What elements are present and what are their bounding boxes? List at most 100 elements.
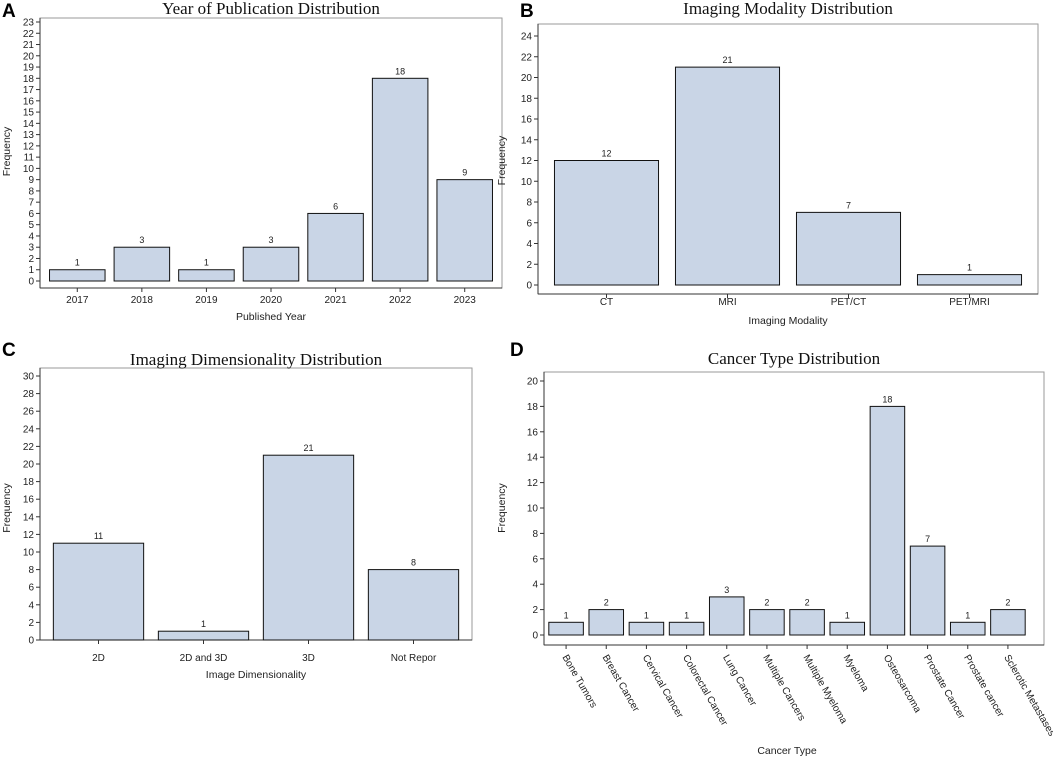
bar-5 bbox=[371, 77, 429, 282]
data-label: 1 bbox=[204, 258, 209, 268]
y-tick-label: 1 bbox=[28, 265, 34, 276]
bar-2 bbox=[795, 211, 902, 286]
y-tick-label: 16 bbox=[527, 427, 539, 438]
x-tick-label: Osteosarcoma bbox=[881, 653, 923, 715]
bar-1 bbox=[113, 246, 171, 282]
data-label: 3 bbox=[268, 235, 273, 245]
y-tick-label: 12 bbox=[521, 156, 533, 167]
y-tick-label: 0 bbox=[532, 631, 538, 642]
x-tick-label: PET/MRI bbox=[949, 297, 990, 308]
data-label: 1 bbox=[967, 263, 972, 273]
y-tick-label: 17 bbox=[23, 85, 35, 96]
y-tick-label: 28 bbox=[23, 389, 35, 400]
data-label: 1 bbox=[845, 610, 850, 620]
y-tick-label: 12 bbox=[23, 530, 35, 541]
x-tick-label: Bone Tumors bbox=[559, 653, 598, 710]
bar-1 bbox=[588, 609, 625, 636]
y-tick-label: 13 bbox=[23, 130, 35, 141]
chart-title: Imaging Modality Distribution bbox=[683, 0, 893, 18]
bar-7 bbox=[829, 621, 866, 636]
y-tick-label: 23 bbox=[23, 18, 35, 29]
data-label: 9 bbox=[462, 168, 467, 178]
bar-6 bbox=[436, 179, 493, 282]
x-tick-label: Multiple Cancers bbox=[760, 653, 807, 723]
y-tick-label: 5 bbox=[28, 220, 34, 231]
y-tick-label: 4 bbox=[28, 231, 34, 242]
data-label: 11 bbox=[94, 531, 103, 541]
y-tick-label: 15 bbox=[23, 108, 35, 119]
data-label: 1 bbox=[75, 258, 80, 268]
y-tick-label: 6 bbox=[526, 218, 532, 229]
y-tick-label: 2 bbox=[28, 618, 34, 629]
y-tick-label: 9 bbox=[28, 175, 34, 186]
chart-panel-d: D Cancer Type Distribution024681012141618… bbox=[496, 340, 1053, 757]
x-tick-label: 2023 bbox=[454, 295, 477, 306]
y-tick-label: 3 bbox=[28, 243, 34, 254]
x-tick-label: Lung Cancer bbox=[720, 653, 758, 709]
bar-4 bbox=[708, 596, 745, 636]
bar-11 bbox=[990, 609, 1026, 636]
data-label: 1 bbox=[684, 610, 689, 620]
y-tick-label: 12 bbox=[527, 478, 539, 489]
y-tick-label: 24 bbox=[23, 424, 35, 435]
y-tick-label: 16 bbox=[23, 96, 35, 107]
bar-2 bbox=[178, 269, 235, 282]
data-label: 1 bbox=[564, 610, 569, 620]
x-tick-label: 2017 bbox=[66, 295, 89, 306]
y-tick-label: 8 bbox=[28, 186, 34, 197]
y-tick-label: 10 bbox=[23, 548, 35, 559]
x-tick-label: Colorectal Cancer bbox=[680, 653, 730, 728]
data-label: 7 bbox=[846, 200, 851, 210]
data-label: 2 bbox=[805, 598, 810, 608]
x-tick-label: PET/CT bbox=[831, 297, 867, 308]
y-tick-label: 14 bbox=[521, 135, 533, 146]
x-tick-label: 2019 bbox=[195, 295, 218, 306]
y-tick-label: 6 bbox=[532, 554, 538, 565]
y-tick-label: 20 bbox=[521, 73, 533, 84]
y-tick-label: 8 bbox=[532, 529, 538, 540]
y-tick-label: 24 bbox=[521, 32, 533, 43]
panel-letter: A bbox=[2, 1, 16, 22]
y-tick-label: 22 bbox=[23, 442, 35, 453]
data-label: 8 bbox=[411, 558, 416, 568]
data-label: 21 bbox=[303, 443, 313, 453]
bar-6 bbox=[789, 609, 825, 636]
y-tick-label: 11 bbox=[24, 153, 35, 164]
x-tick-label: CT bbox=[600, 297, 613, 308]
data-label: 3 bbox=[724, 585, 729, 595]
bar-3 bbox=[367, 569, 460, 641]
y-tick-label: 10 bbox=[23, 164, 35, 175]
bar-0 bbox=[548, 621, 584, 636]
data-label: 1 bbox=[965, 610, 970, 620]
y-tick-label: 0 bbox=[526, 281, 532, 292]
y-tick-label: 6 bbox=[28, 209, 34, 220]
data-label: 2 bbox=[764, 598, 769, 608]
chart-panel-c: C Imaging Dimensionality Distribution0246… bbox=[1, 340, 473, 681]
y-axis-label: Frequency bbox=[1, 482, 13, 532]
panel-letter: C bbox=[2, 340, 16, 361]
data-label: 6 bbox=[333, 201, 338, 211]
y-tick-label: 0 bbox=[28, 636, 34, 647]
bar-5 bbox=[749, 609, 785, 636]
x-axis-label: Published Year bbox=[236, 311, 307, 323]
bar-3 bbox=[668, 621, 705, 636]
bar-9 bbox=[909, 545, 946, 636]
y-tick-label: 4 bbox=[526, 239, 532, 250]
bar-4 bbox=[307, 212, 364, 282]
bar-0 bbox=[49, 269, 106, 282]
data-label: 12 bbox=[601, 149, 611, 159]
y-tick-label: 20 bbox=[23, 51, 35, 62]
y-tick-label: 18 bbox=[527, 402, 539, 413]
y-tick-label: 20 bbox=[527, 377, 539, 388]
x-tick-label: 2018 bbox=[131, 295, 154, 306]
bar-0 bbox=[52, 542, 145, 641]
x-tick-label: 2D bbox=[92, 653, 105, 664]
data-label: 1 bbox=[644, 610, 649, 620]
bar-1 bbox=[157, 630, 250, 641]
x-tick-label: 3D bbox=[302, 653, 315, 664]
chart-panel-b: B Imaging Modality Distribution0246810121… bbox=[496, 0, 1039, 327]
y-tick-label: 14 bbox=[23, 119, 35, 130]
x-tick-label: Myeloma bbox=[841, 653, 871, 694]
y-tick-label: 8 bbox=[28, 565, 34, 576]
